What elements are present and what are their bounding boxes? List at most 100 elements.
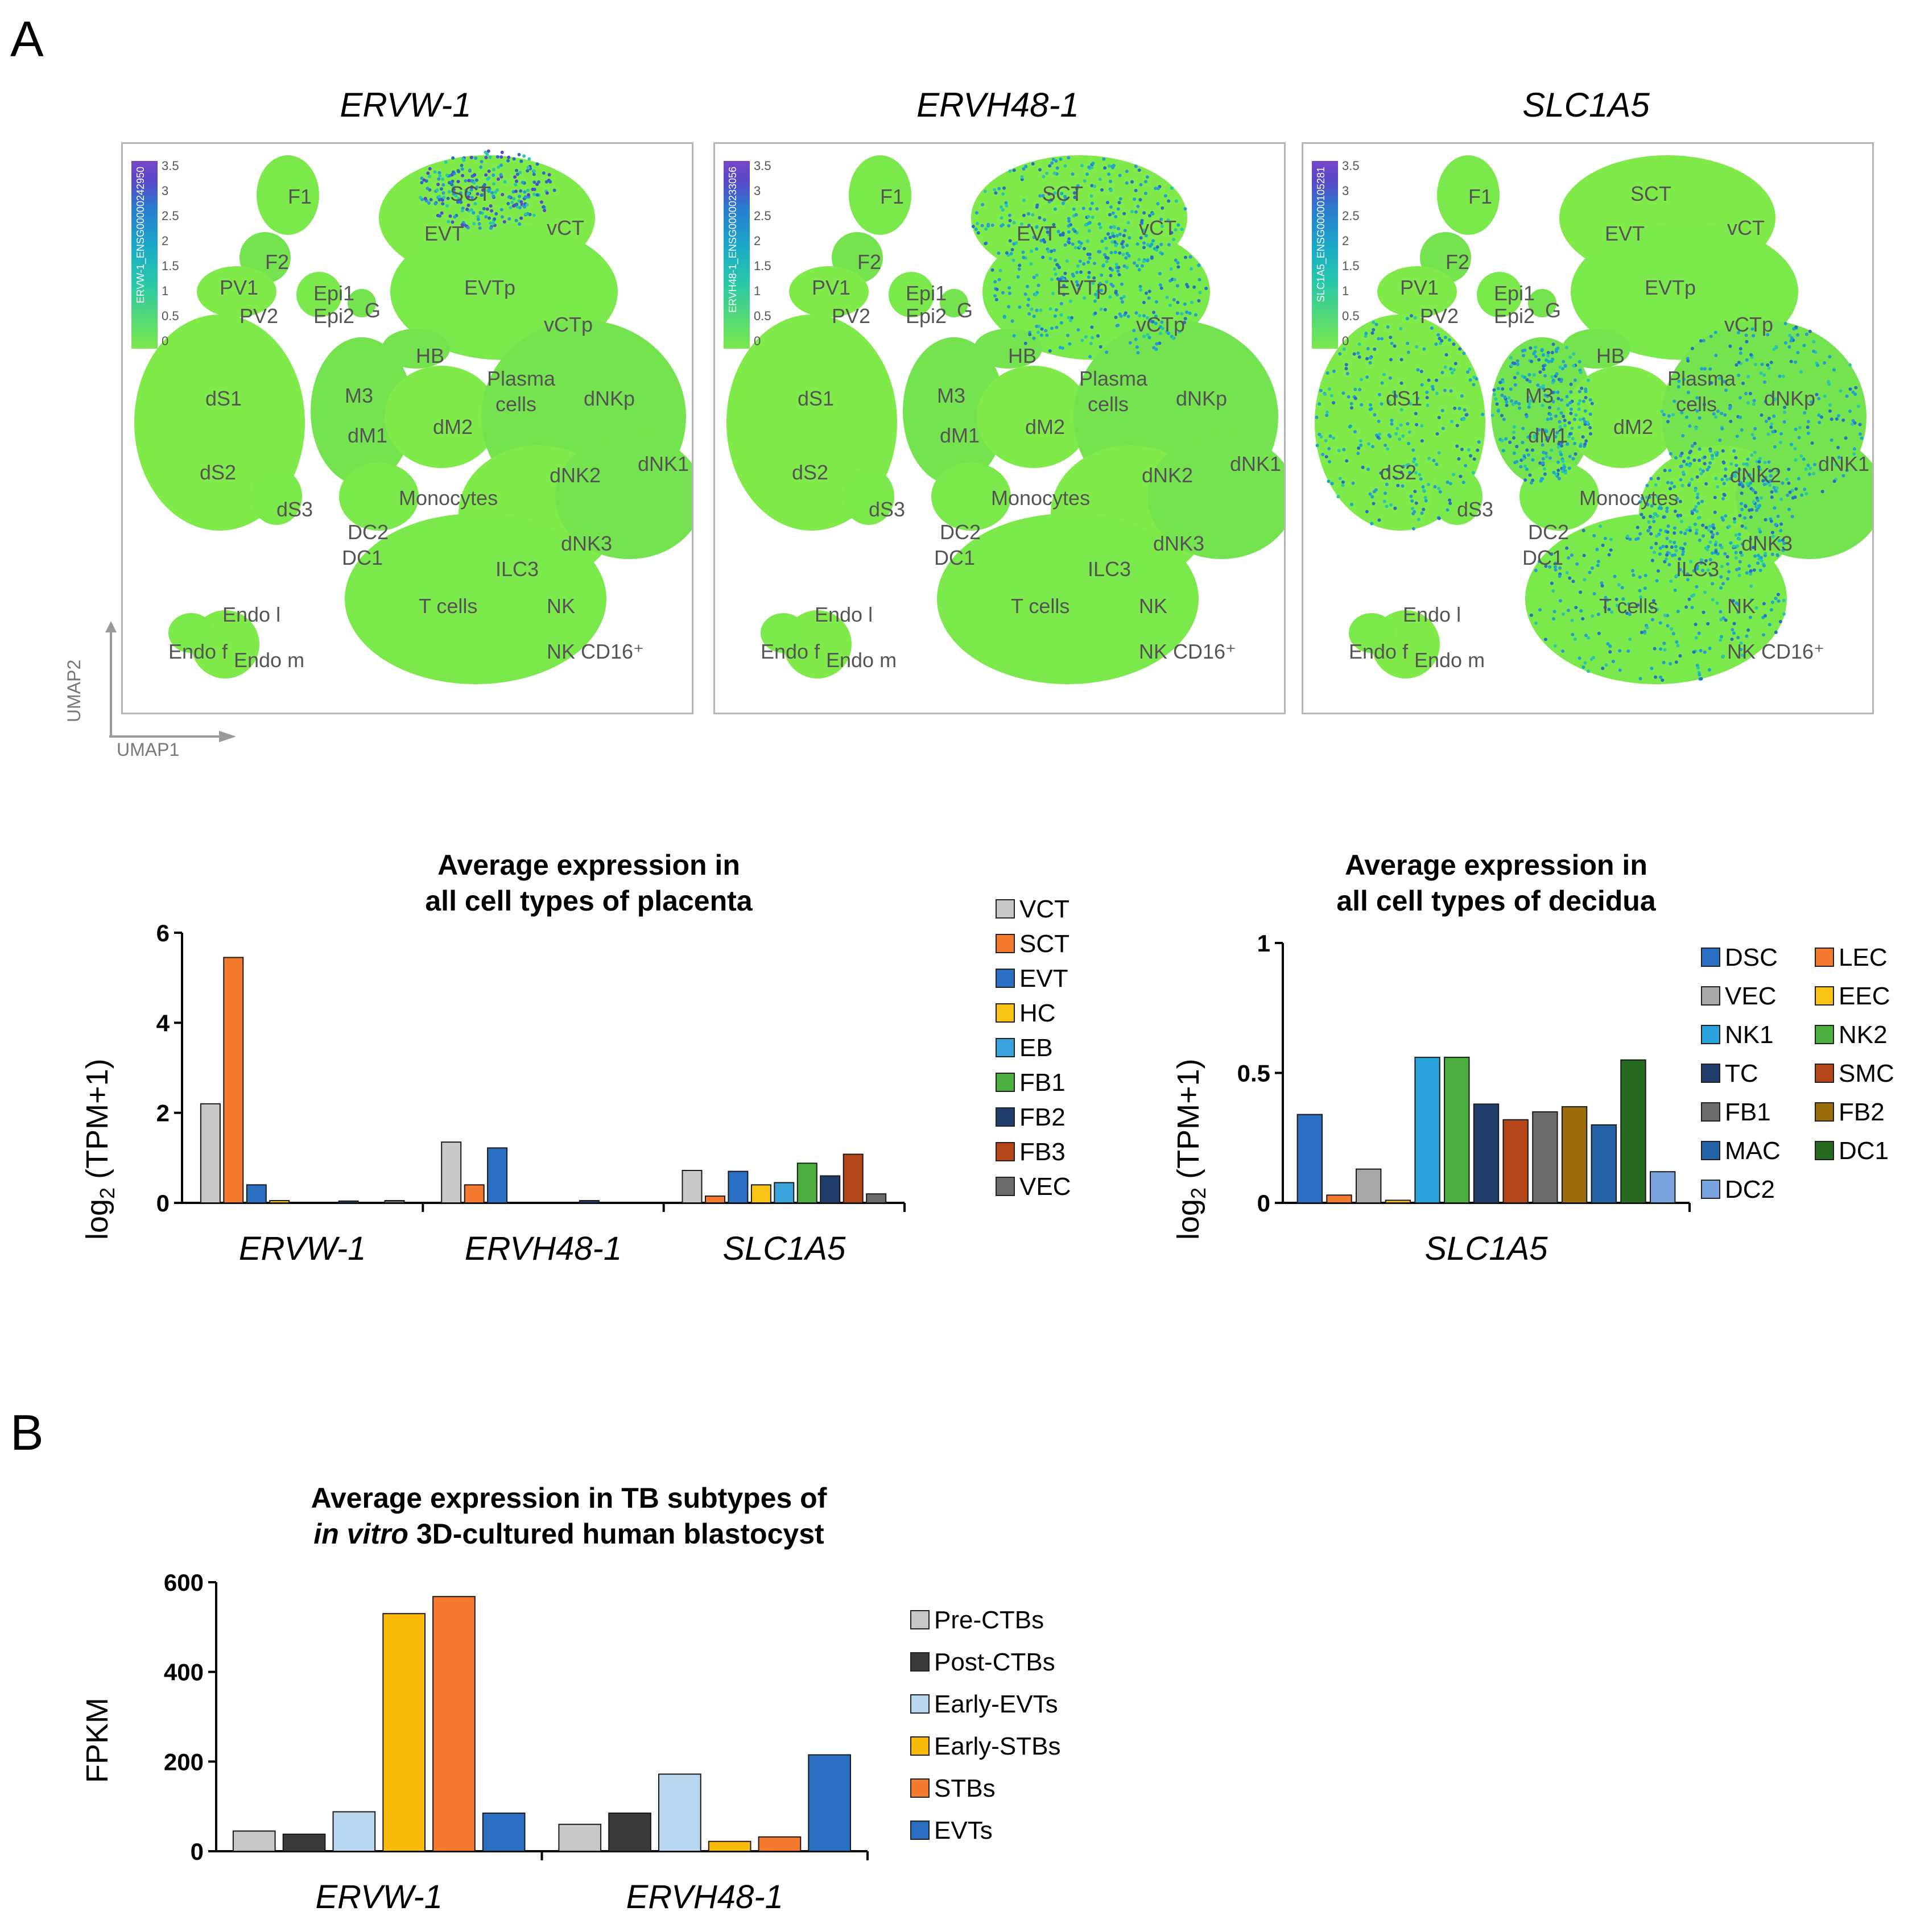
legend-item: STBs bbox=[910, 1775, 996, 1802]
umap-expression-dot bbox=[1696, 502, 1700, 505]
umap-expression-dot bbox=[451, 179, 455, 183]
umap-expression-dot bbox=[1386, 325, 1390, 329]
umap-expression-dot bbox=[1639, 595, 1643, 599]
umap-expression-dot bbox=[1607, 553, 1611, 557]
umap-expression-dot bbox=[1370, 331, 1374, 335]
umap-expression-dot bbox=[470, 196, 474, 200]
umap-expression-dot bbox=[1606, 642, 1610, 646]
umap-expression-dot bbox=[1760, 496, 1764, 500]
umap-expression-dot bbox=[499, 208, 503, 212]
umap-expression-dot bbox=[1583, 578, 1587, 582]
umap-expression-dot bbox=[1695, 409, 1699, 413]
umap-expression-dot bbox=[1742, 477, 1746, 481]
umap-expression-dot bbox=[1727, 524, 1731, 528]
legend-item: VCT bbox=[996, 896, 1069, 923]
umap-expression-dot bbox=[1733, 520, 1737, 524]
umap-expression-dot bbox=[1567, 556, 1571, 560]
umap-expression-dot bbox=[1121, 253, 1125, 257]
umap-expression-dot bbox=[1679, 531, 1683, 535]
legend-swatch bbox=[996, 1142, 1015, 1162]
umap-expression-dot bbox=[1762, 373, 1766, 377]
umap-expression-dot bbox=[1734, 556, 1738, 560]
umap-expression-dot bbox=[1665, 557, 1668, 561]
cluster-label: Monocytes bbox=[399, 486, 498, 510]
umap-expression-dot bbox=[1118, 251, 1122, 255]
umap-expression-dot bbox=[1773, 445, 1777, 449]
umap-expression-dot bbox=[1715, 532, 1719, 536]
umap-cluster-blob bbox=[1477, 272, 1522, 317]
cluster-label: T cells bbox=[1599, 594, 1658, 618]
umap-expression-dot bbox=[1053, 314, 1057, 318]
umap-expression-dot bbox=[1035, 225, 1039, 229]
umap-expression-dot bbox=[1121, 300, 1124, 304]
cluster-label: dNKp bbox=[584, 387, 635, 410]
umap-expression-dot bbox=[1803, 411, 1807, 415]
cluster-label: M3 bbox=[937, 384, 966, 407]
umap-expression-dot bbox=[1779, 529, 1783, 533]
umap-expression-dot bbox=[1807, 472, 1811, 476]
umap-expression-dot bbox=[1448, 502, 1452, 505]
umap-expression-dot bbox=[1723, 552, 1727, 556]
umap-expression-dot bbox=[1560, 367, 1564, 371]
umap-expression-dot bbox=[1550, 351, 1554, 354]
umap-expression-dot bbox=[1698, 673, 1702, 677]
umap-expression-dot bbox=[1600, 581, 1604, 585]
umap-expression-dot bbox=[1176, 265, 1180, 269]
umap-expression-dot bbox=[1759, 556, 1763, 560]
umap-expression-dot bbox=[1698, 458, 1702, 462]
umap-expression-dot bbox=[1797, 436, 1801, 440]
umap-expression-dot bbox=[1567, 435, 1571, 438]
umap-expression-dot bbox=[1753, 362, 1757, 366]
umap-expression-dot bbox=[1773, 506, 1777, 510]
umap-expression-dot bbox=[1604, 595, 1608, 599]
umap-expression-dot bbox=[1382, 499, 1386, 503]
umap-expression-dot bbox=[1008, 239, 1012, 243]
umap-expression-dot bbox=[1686, 359, 1690, 363]
umap-expression-dot bbox=[1716, 409, 1720, 413]
y-tick-label: 2 bbox=[156, 1100, 170, 1127]
umap-expression-dot bbox=[1531, 478, 1535, 482]
umap-expression-dot bbox=[1134, 189, 1138, 192]
umap-expression-dot bbox=[1628, 537, 1632, 541]
umap-expression-dot bbox=[452, 185, 456, 189]
umap-expression-dot bbox=[1004, 201, 1008, 205]
umap-expression-dot bbox=[1775, 553, 1779, 557]
umap-expression-dot bbox=[1717, 377, 1721, 380]
umap-expression-dot bbox=[1427, 378, 1431, 382]
cluster-label: Endo m bbox=[234, 648, 305, 672]
umap-expression-dot bbox=[1707, 545, 1711, 549]
umap-expression-dot bbox=[1385, 482, 1389, 486]
umap-expression-dot bbox=[1703, 403, 1706, 407]
umap-expression-dot bbox=[1788, 490, 1792, 494]
umap-expression-dot bbox=[531, 188, 535, 191]
umap-expression-dot bbox=[1746, 401, 1750, 405]
umap-expression-dot bbox=[1541, 443, 1545, 447]
colorbar-tick: 0.5 bbox=[162, 309, 179, 323]
umap-expression-dot bbox=[1708, 449, 1712, 453]
umap-expression-dot bbox=[1151, 239, 1155, 243]
cluster-label: dNK1 bbox=[1230, 452, 1282, 475]
umap-expression-dot bbox=[1770, 601, 1774, 604]
umap-expression-dot bbox=[1746, 628, 1750, 632]
cluster-label: Epi2 bbox=[1494, 304, 1535, 328]
umap-expression-dot bbox=[997, 251, 1001, 255]
umap-expression-dot bbox=[1634, 537, 1638, 541]
colorbar-tick: 3.5 bbox=[162, 159, 179, 173]
y-tick-label: 0 bbox=[156, 1190, 170, 1217]
umap-expression-dot bbox=[1083, 247, 1087, 251]
umap-expression-dot bbox=[1636, 526, 1640, 529]
umap-expression-dot bbox=[1783, 321, 1787, 325]
umap-expression-dot bbox=[1167, 199, 1171, 203]
umap-expression-dot bbox=[1769, 361, 1773, 365]
umap-expression-dot bbox=[1742, 462, 1746, 466]
umap-expression-dot bbox=[1087, 214, 1091, 218]
umap-expression-dot bbox=[1707, 465, 1711, 469]
umap-expression-dot bbox=[1650, 618, 1654, 622]
umap-expression-dot bbox=[1154, 315, 1158, 318]
umap-expression-dot bbox=[1188, 255, 1192, 259]
umap-expression-dot bbox=[1852, 452, 1856, 456]
umap-expression-dot bbox=[1075, 280, 1079, 284]
umap-expression-dot bbox=[1133, 261, 1136, 265]
umap-expression-dot bbox=[1757, 553, 1760, 557]
umap-expression-dot bbox=[1738, 514, 1742, 518]
